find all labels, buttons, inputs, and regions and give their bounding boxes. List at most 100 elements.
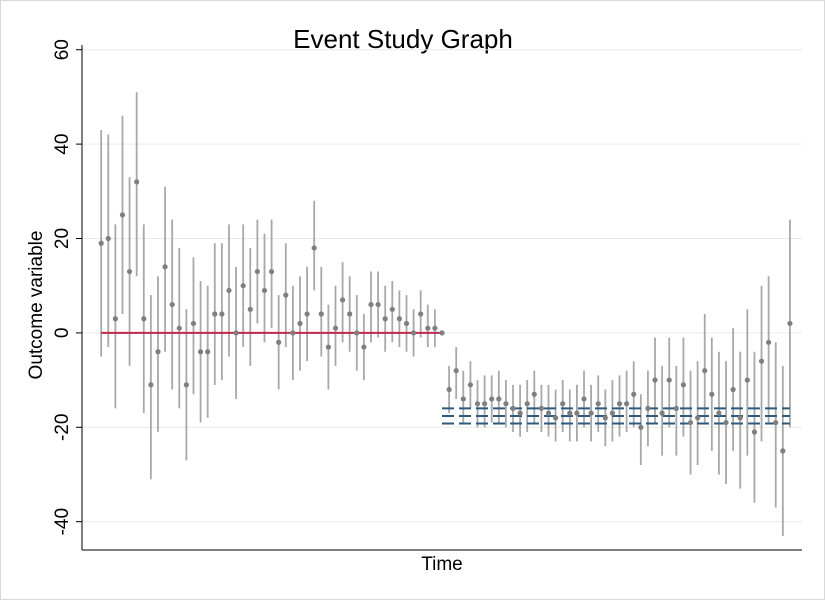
point bbox=[205, 349, 211, 355]
point bbox=[176, 325, 182, 331]
y-tick-label: 40 bbox=[52, 134, 73, 155]
point bbox=[787, 320, 793, 327]
point bbox=[773, 419, 779, 426]
point bbox=[702, 368, 708, 374]
point bbox=[254, 268, 260, 275]
point bbox=[297, 320, 303, 327]
point bbox=[247, 306, 253, 312]
point bbox=[354, 330, 360, 336]
point bbox=[680, 382, 687, 388]
point bbox=[134, 179, 140, 185]
point bbox=[418, 311, 424, 317]
point bbox=[510, 405, 516, 412]
x-axis-label: Time bbox=[421, 554, 463, 575]
point bbox=[453, 368, 459, 374]
point bbox=[631, 391, 637, 397]
point bbox=[624, 401, 630, 407]
point bbox=[496, 396, 502, 402]
point bbox=[183, 382, 189, 388]
point bbox=[311, 245, 317, 251]
point bbox=[517, 410, 523, 416]
point bbox=[219, 311, 225, 317]
point bbox=[197, 349, 204, 355]
point bbox=[396, 316, 402, 322]
point bbox=[361, 344, 367, 350]
point bbox=[432, 325, 438, 331]
point bbox=[709, 391, 715, 397]
point bbox=[737, 415, 743, 421]
point bbox=[439, 330, 445, 336]
point bbox=[766, 339, 772, 345]
point bbox=[645, 405, 651, 412]
point bbox=[148, 382, 154, 388]
point bbox=[595, 401, 601, 407]
point bbox=[190, 320, 197, 327]
point bbox=[162, 264, 168, 270]
point bbox=[758, 358, 765, 364]
point bbox=[446, 386, 452, 393]
point bbox=[98, 240, 104, 246]
point bbox=[638, 424, 644, 430]
point bbox=[403, 320, 410, 327]
point bbox=[609, 410, 616, 416]
y-tick-label: -40 bbox=[52, 508, 73, 535]
point bbox=[283, 292, 289, 298]
point bbox=[375, 301, 381, 308]
point bbox=[339, 297, 346, 303]
point bbox=[482, 401, 488, 407]
point bbox=[425, 325, 431, 331]
point bbox=[268, 268, 275, 275]
point bbox=[347, 311, 353, 317]
point bbox=[389, 306, 395, 312]
point bbox=[290, 330, 296, 336]
point bbox=[581, 396, 587, 402]
point bbox=[112, 316, 118, 322]
point bbox=[588, 410, 594, 416]
y-axis-label: Outcome variable bbox=[26, 231, 47, 380]
point bbox=[780, 448, 786, 454]
point bbox=[616, 401, 623, 407]
point bbox=[673, 405, 679, 412]
point bbox=[261, 287, 268, 294]
point bbox=[155, 349, 161, 355]
point bbox=[553, 415, 559, 421]
chart-title: Event Study Graph bbox=[293, 24, 513, 54]
y-tick-label: -20 bbox=[52, 414, 73, 441]
point bbox=[567, 410, 573, 416]
point bbox=[695, 415, 701, 421]
point bbox=[240, 283, 246, 289]
point bbox=[489, 396, 495, 402]
point bbox=[318, 311, 324, 317]
point bbox=[666, 377, 672, 383]
point bbox=[368, 301, 374, 308]
point bbox=[105, 235, 111, 242]
point bbox=[538, 405, 545, 412]
point bbox=[531, 391, 537, 397]
point bbox=[332, 325, 339, 331]
point bbox=[276, 339, 282, 345]
point bbox=[382, 316, 388, 322]
point bbox=[751, 429, 758, 435]
point bbox=[659, 410, 665, 416]
point bbox=[560, 401, 566, 407]
y-tick-label: 0 bbox=[52, 328, 73, 339]
point bbox=[119, 212, 126, 218]
point bbox=[716, 410, 722, 416]
point bbox=[545, 410, 552, 416]
point bbox=[126, 268, 133, 275]
point bbox=[730, 386, 736, 393]
point bbox=[325, 344, 331, 350]
point bbox=[744, 377, 750, 383]
point bbox=[524, 401, 530, 407]
y-tick-label: 20 bbox=[52, 228, 73, 249]
point bbox=[723, 419, 729, 426]
point bbox=[503, 401, 509, 407]
point bbox=[233, 330, 239, 336]
point bbox=[169, 301, 175, 308]
point bbox=[226, 287, 232, 294]
point bbox=[304, 311, 310, 317]
point bbox=[687, 419, 694, 426]
point bbox=[652, 377, 658, 383]
